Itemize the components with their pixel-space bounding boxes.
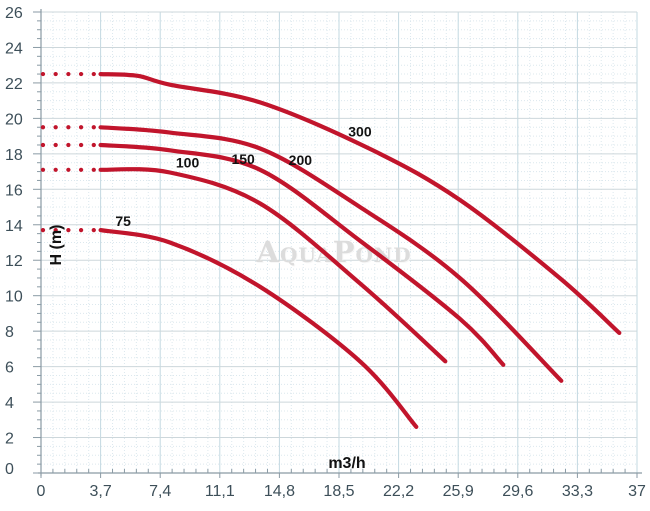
curve-label-300: 300 [348,124,372,140]
y-tick-label: 4 [5,395,14,412]
y-tick-label: 12 [5,253,23,270]
x-tick-label: 18,5 [323,483,354,500]
y-tick-label: 16 [5,182,23,199]
tick-labels-layer: 0 3,7 7,4 11,1 14,8 18,5 22,2 25,9 29,6 33,3 37024… [5,5,646,500]
x-tick-label: 7,4 [149,483,171,500]
curve-300 [98,72,622,335]
curve-label-150: 150 [231,151,255,167]
y-tick-label: 18 [5,147,23,164]
axes-layer [33,9,642,478]
y-tick-label: 22 [5,76,23,93]
y-tick-label: 8 [5,324,14,341]
x-tick-label: 3,7 [89,483,111,500]
x-tick-label: 25,9 [443,483,474,500]
y-axis-label: H (m) [48,225,65,266]
curves-layer [40,71,622,429]
x-tick-label: 22,2 [383,483,414,500]
y-tick-label: 2 [5,431,14,448]
y-tick-label: 24 [5,40,23,57]
curve-100 [98,167,448,364]
x-tick-label: 14,8 [264,483,295,500]
x-tick-label: 29,6 [502,483,533,500]
curve-label-75: 75 [115,213,131,229]
grid-layer [41,11,638,473]
watermark: AquaPond AquaPond [255,235,412,270]
y-tick-label: 14 [5,218,23,235]
curve-150 [98,142,506,367]
curve-label-100: 100 [176,155,200,171]
x-tick-label: 11,1 [205,483,235,500]
x-axis-label: m3/h [328,455,365,472]
curve-label-200: 200 [289,152,313,168]
y-tick-label: 26 [5,5,23,22]
watermark-text: AquaPond [255,235,411,269]
curve-75 [98,228,419,429]
y-tick-label: 20 [5,111,23,128]
y-tick-label: 6 [5,360,14,377]
x-tick-label: 0 [37,483,46,500]
watermark-text-highlight: AquaPond [256,236,412,270]
curve-labels-layer: 75 100 150 200 300 [115,124,371,230]
curve-200 [98,125,564,383]
y-tick-label: 10 [5,289,23,306]
x-tick-label: 37 [628,483,646,500]
x-tick-label: 33,3 [562,483,593,500]
y-tick-label: 0 [5,461,14,478]
